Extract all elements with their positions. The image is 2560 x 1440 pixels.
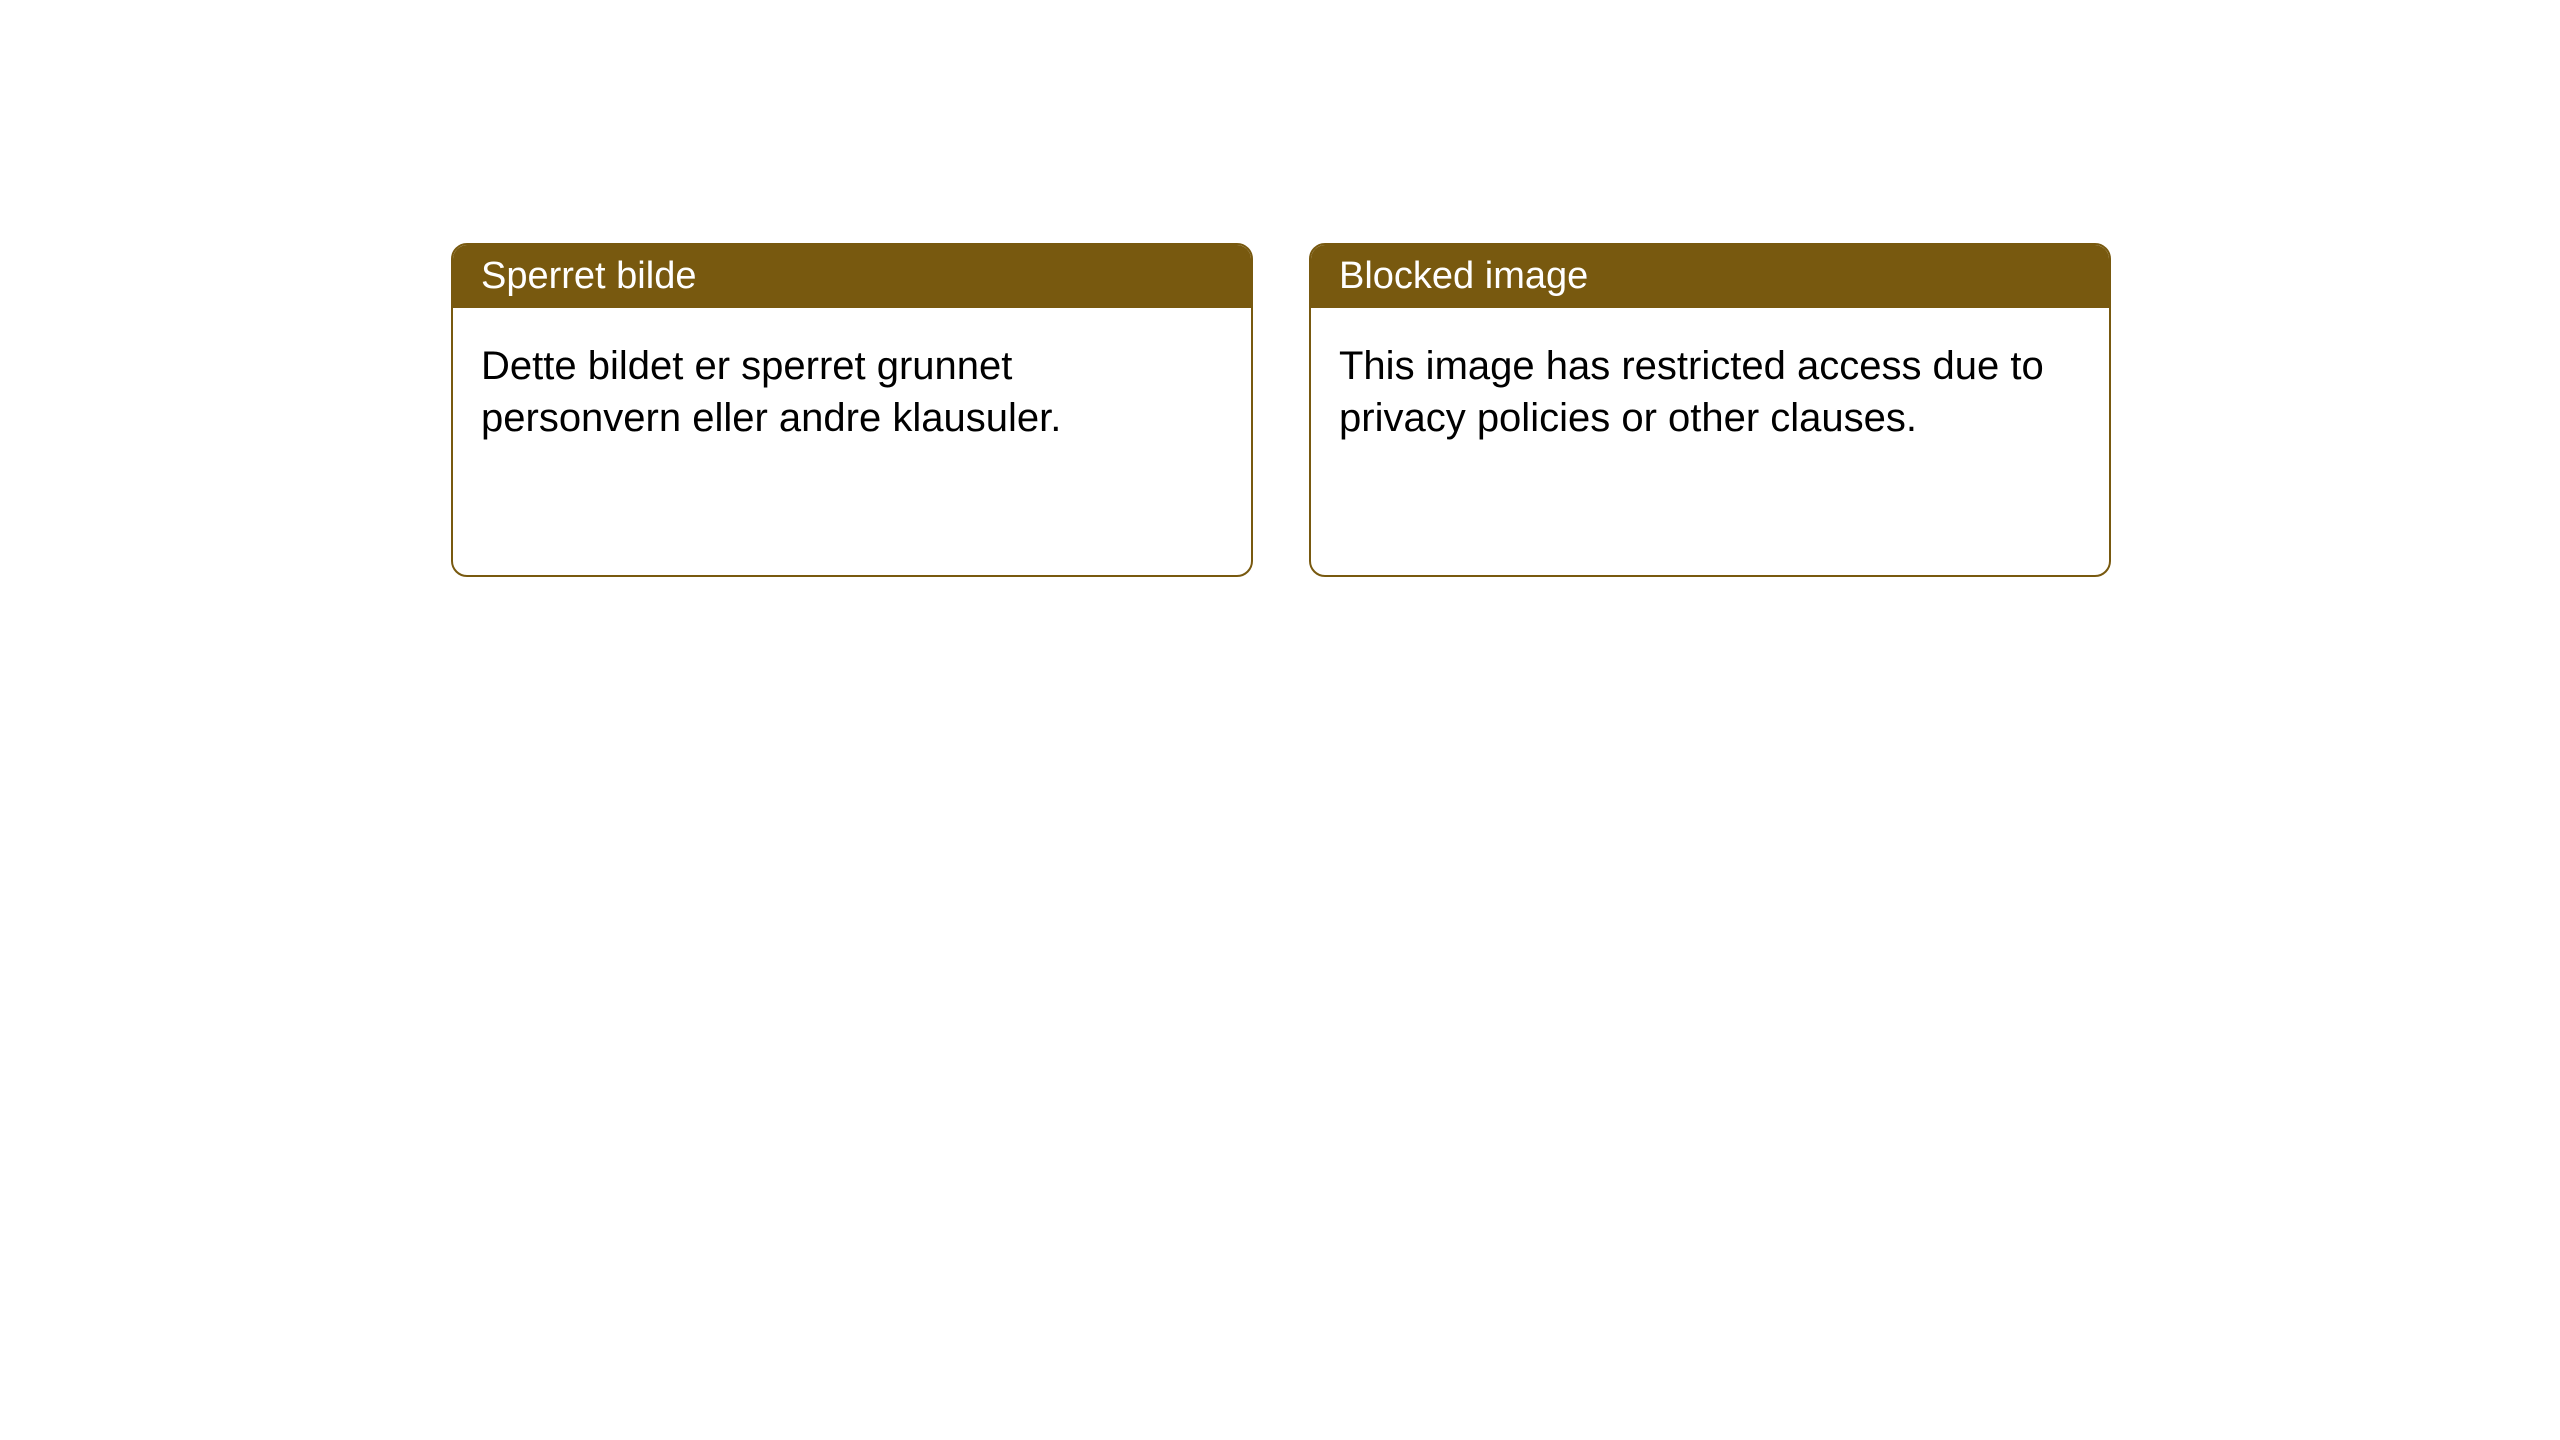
card-header: Sperret bilde	[453, 245, 1251, 308]
notice-container: Sperret bilde Dette bildet er sperret gr…	[0, 0, 2560, 577]
card-body: This image has restricted access due to …	[1311, 308, 2109, 476]
card-body-text: This image has restricted access due to …	[1339, 344, 2044, 440]
card-header: Blocked image	[1311, 245, 2109, 308]
card-body: Dette bildet er sperret grunnet personve…	[453, 308, 1251, 476]
card-title: Sperret bilde	[481, 255, 696, 297]
card-body-text: Dette bildet er sperret grunnet personve…	[481, 344, 1061, 440]
blocked-image-card-no: Sperret bilde Dette bildet er sperret gr…	[451, 243, 1253, 577]
card-title: Blocked image	[1339, 255, 1588, 297]
blocked-image-card-en: Blocked image This image has restricted …	[1309, 243, 2111, 577]
